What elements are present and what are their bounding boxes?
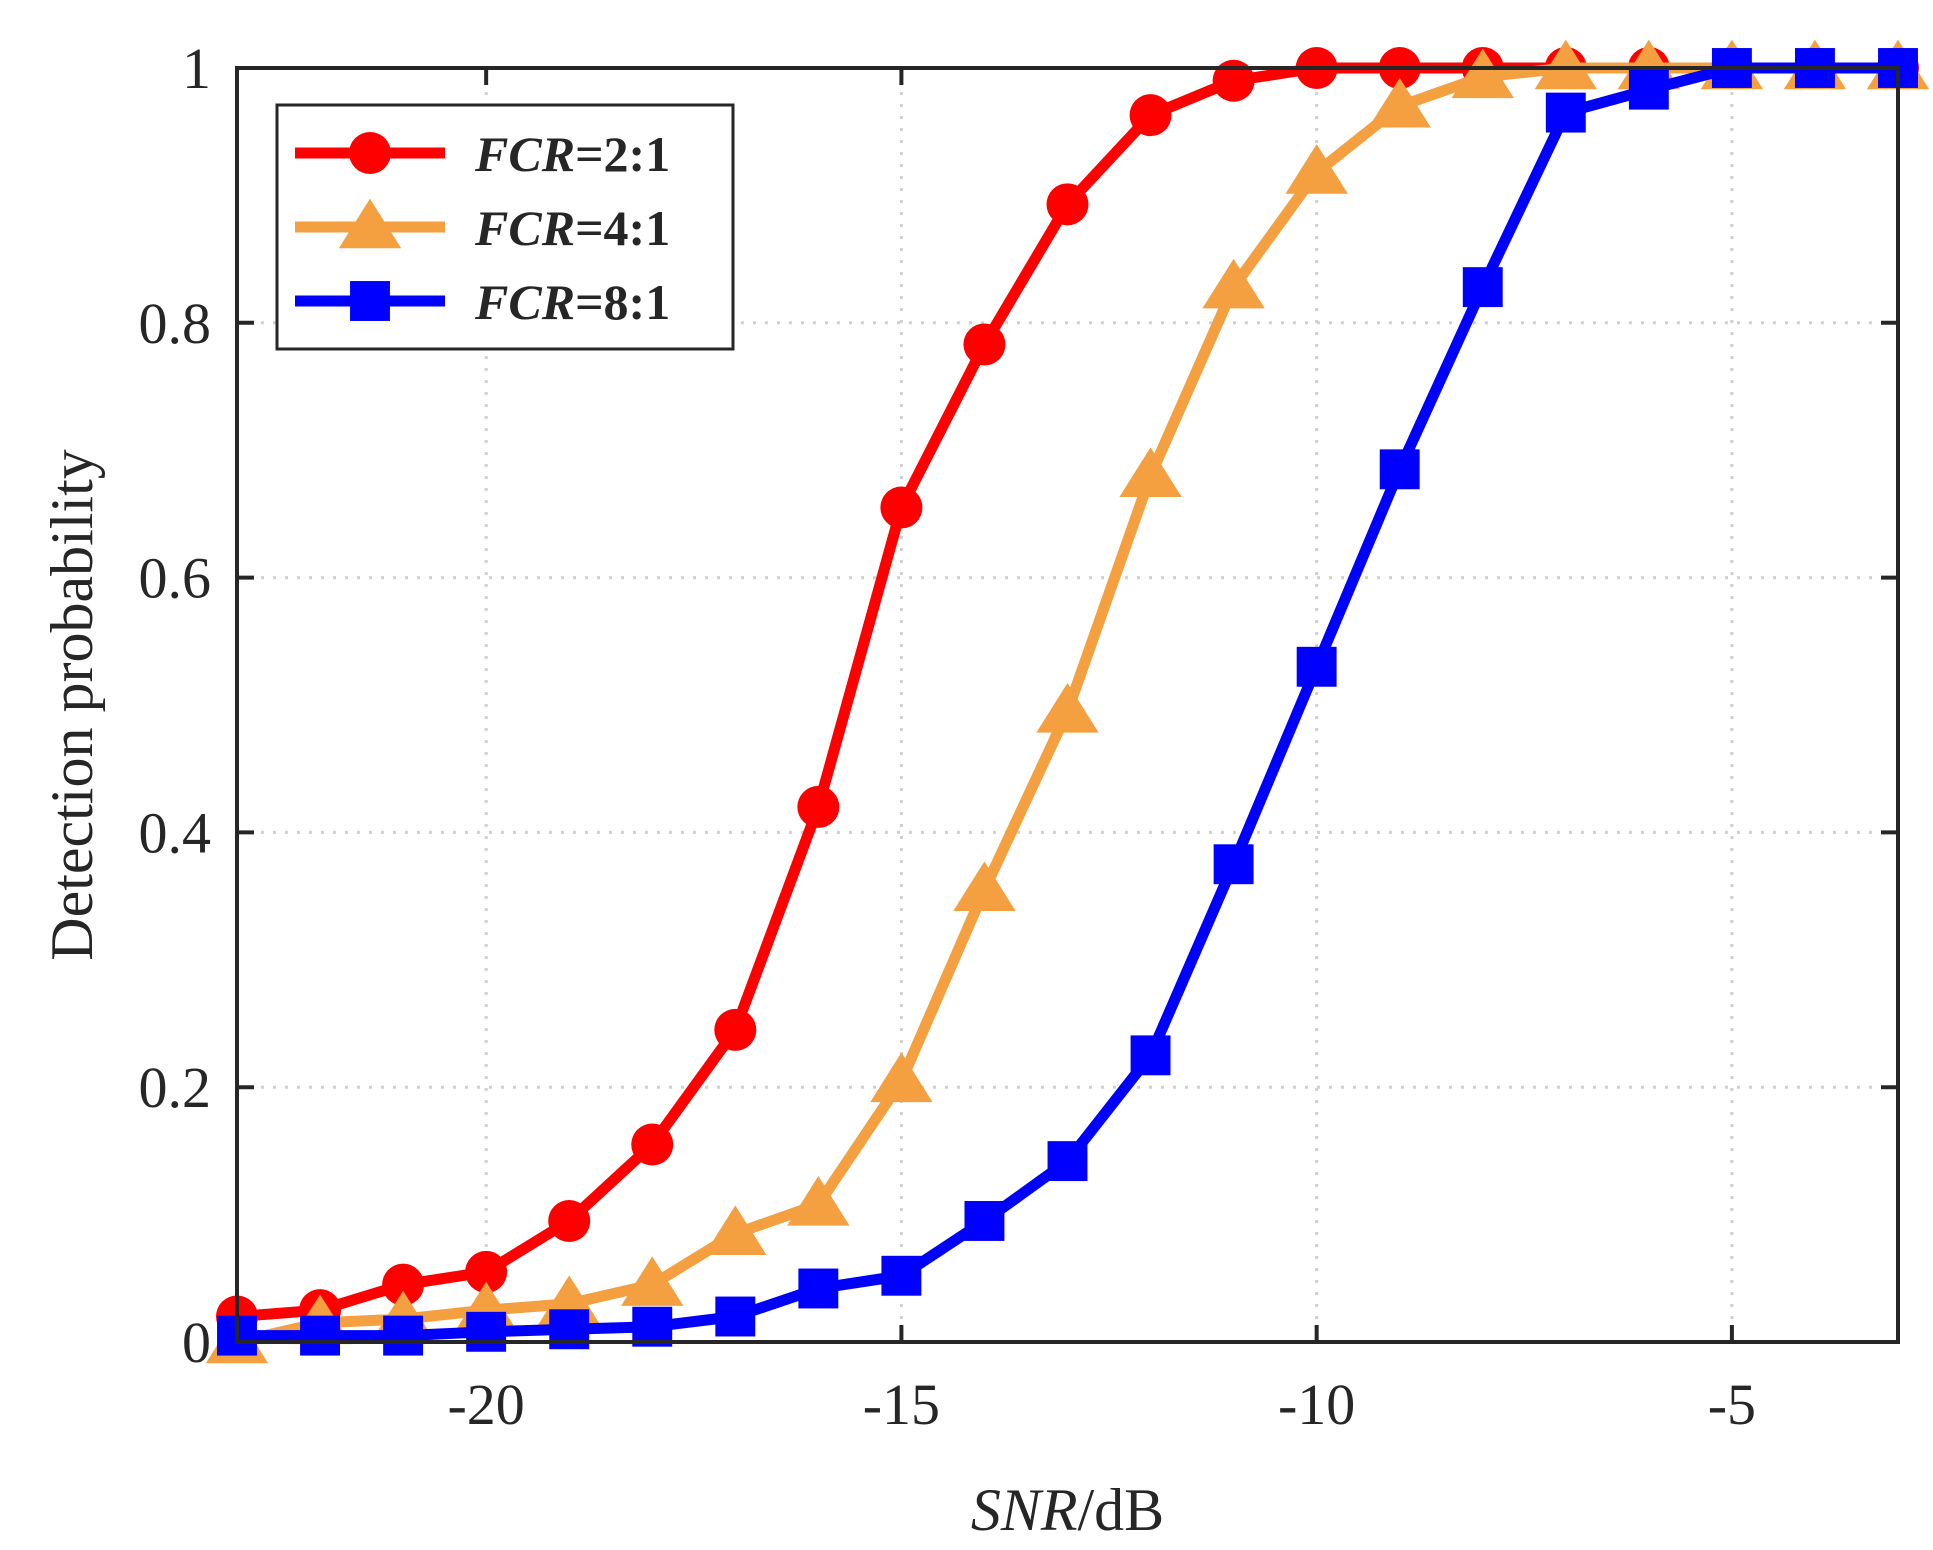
y-tick-label: 0 [182,1310,211,1375]
x-tick-label: -5 [1708,1372,1756,1437]
data-point [1047,1141,1088,1182]
data-point [1212,59,1255,102]
data-point [1129,94,1172,137]
data-point [1451,48,1514,99]
legend-marker [349,132,391,174]
data-point [1628,69,1669,110]
data-point [631,1123,674,1166]
data-point [1119,447,1182,497]
data-point [964,1201,1005,1241]
data-point [1545,92,1586,133]
legend-entry: FCR=4:1 [295,198,670,256]
data-point [880,486,923,529]
legend-label-italic: FCR [474,200,575,256]
data-point [300,1315,340,1356]
legend-label-ratio: =4:1 [575,200,670,256]
legend-label-italic: FCR [474,274,575,330]
data-point [1213,844,1254,885]
data-point [1285,144,1348,194]
data-point [714,1008,757,1051]
legend-marker [350,281,390,321]
data-point [797,785,840,828]
data-point [1534,39,1597,90]
data-point [787,1176,850,1226]
data-point [715,1296,756,1337]
x-axis-title-unit: /dB [1077,1477,1164,1543]
data-point [1296,646,1337,687]
legend-label-ratio: =8:1 [575,274,670,330]
legend-label: FCR=4:1 [474,200,670,256]
plot-area-frame [235,66,1900,1344]
data-point [1202,258,1265,309]
legend-entry: FCR=2:1 [295,126,670,182]
data-point [548,1199,591,1242]
data-point [963,323,1006,366]
legend-marker [338,198,402,249]
series-3 [217,48,1918,1356]
data-point [466,1311,507,1352]
x-axis-title: SNR/dB [971,1477,1164,1543]
legend-label-ratio: =2:1 [575,126,670,182]
data-point [870,1052,933,1103]
legend-label-italic: FCR [474,126,575,182]
legend-entry: FCR=8:1 [295,274,670,330]
x-tick-label: -15 [863,1372,940,1437]
data-point [1379,449,1420,490]
data-point [1368,77,1431,128]
legend-label: FCR=2:1 [474,126,670,182]
data-point [798,1268,839,1309]
y-tick-label: 0.8 [139,291,212,356]
y-axis-title: Detection probability [39,449,105,961]
y-tick-label: 0.6 [139,546,212,611]
y-tick-label: 0.2 [139,1055,212,1120]
x-tick-labels: -20 -15 -10 -5 [447,1372,1756,1437]
y-tick-label: 0.4 [139,800,212,865]
data-point [465,1250,508,1293]
x-axis-title-italic: SNR [971,1477,1078,1543]
data-point [382,1263,425,1306]
x-tick-label: -20 [447,1372,524,1437]
grid [237,68,1898,1342]
legend-label: FCR=8:1 [474,274,670,330]
y-tick-label: 1 [182,36,211,101]
data-point [621,1256,684,1306]
data-point [1046,183,1089,226]
data-point [1462,267,1503,308]
data-point [704,1205,767,1255]
y-tick-labels: 0 0.2 0.4 0.6 0.8 1 [139,36,212,1375]
data-point [1130,1035,1171,1076]
x-tick-label: -10 [1278,1372,1355,1437]
data-point [881,1255,922,1296]
data-point [953,861,1016,911]
data-point [1036,683,1099,733]
data-point [383,1315,424,1356]
